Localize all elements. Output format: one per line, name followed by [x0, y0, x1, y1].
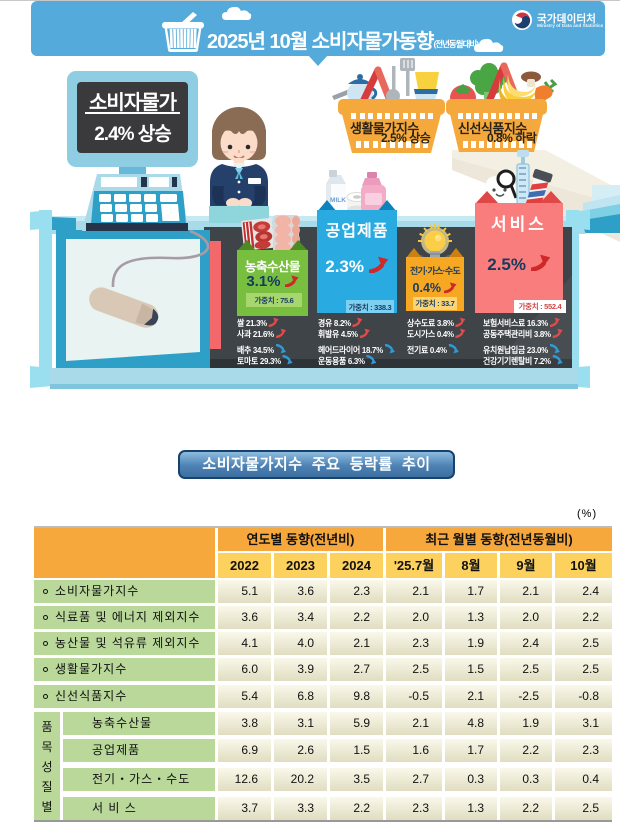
svg-text:MILK: MILK: [330, 197, 346, 204]
